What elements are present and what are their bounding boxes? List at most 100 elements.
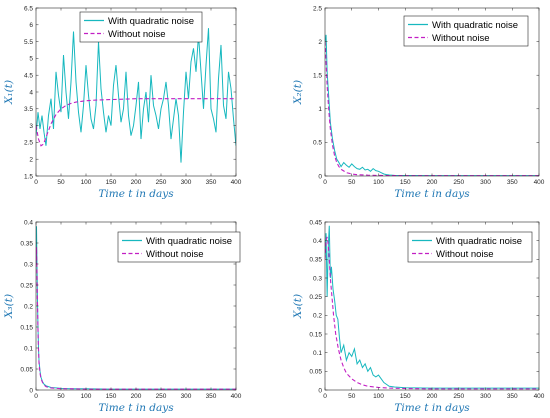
y-tick-label: 0.4	[24, 219, 33, 226]
legend-box	[79, 11, 203, 43]
y-tick-label: 0.15	[309, 331, 322, 338]
x-tick-label: 350	[206, 393, 217, 400]
x-tick-label: 150	[400, 179, 411, 186]
chart-panel-4: 0 50 100 150 200 250 300 350 400 0 0.05 0.1 0.15 0.2 0…	[292, 219, 545, 414]
x-tick-label: 50	[57, 179, 65, 186]
y-tick-label: 0.3	[24, 261, 33, 268]
legend-label: With quadratic noise	[432, 20, 518, 31]
chart-panel-3: 0 50 100 150 200 250 300 350 400 0 0.05 0.1 0.15 0.2 0…	[3, 219, 242, 414]
x-tick-label: 100	[373, 179, 384, 186]
x-tick-label: 200	[131, 179, 142, 186]
x-tick-label: 400	[534, 179, 545, 186]
y-axis-title: X₂(t)	[292, 80, 304, 105]
y-tick-label: 0.25	[309, 294, 322, 301]
legend-label: With quadratic noise	[146, 236, 232, 247]
y-tick-label: 0.1	[313, 350, 322, 357]
x-tick-label: 400	[231, 393, 242, 400]
x-tick-label: 100	[81, 179, 92, 186]
y-tick-label: 0.4	[313, 238, 322, 245]
y-tick-label: 0.35	[20, 240, 33, 247]
series-line-without-noise	[36, 247, 236, 390]
legend-label: With quadratic noise	[108, 16, 194, 27]
x-axis-title: Time t in days	[98, 188, 174, 200]
x-tick-label: 350	[507, 393, 518, 400]
series-line-without-noise	[325, 41, 539, 176]
y-tick-label: 0	[29, 387, 33, 394]
x-tick-label: 300	[181, 179, 192, 186]
legend: With quadratic noise Without noise	[79, 11, 203, 43]
legend: With quadratic noise Without noise	[403, 15, 529, 47]
x-axis-title: Time t in days	[394, 402, 470, 414]
x-tick-label: 0	[323, 179, 327, 186]
y-tick-label: 4	[29, 89, 33, 96]
x-tick-label: 50	[348, 179, 356, 186]
y-tick-label: 2	[318, 39, 322, 46]
x-tick-label: 250	[156, 179, 167, 186]
chart-panel-1: 0 50 100 150 200 250 300 350 400 1.5 2 2.5 3 3.5 4 4.5 5…	[3, 5, 242, 200]
legend: With quadratic noise Without noise	[407, 231, 533, 263]
x-tick-label: 50	[348, 393, 356, 400]
y-tick-label: 0.3	[313, 275, 322, 282]
y-tick-label: 0.2	[24, 303, 33, 310]
x-tick-label: 0	[323, 393, 327, 400]
y-tick-label: 0.2	[313, 313, 322, 320]
y-tick-label: 6	[29, 22, 33, 29]
y-tick-label: 2	[29, 157, 33, 164]
y-tick-label: 3.5	[24, 106, 33, 113]
y-tick-label: 1.5	[313, 73, 322, 80]
y-tick-label: 0.25	[20, 282, 33, 289]
y-tick-label: 5.5	[24, 39, 33, 46]
x-axis-title: Time t in days	[394, 188, 470, 200]
legend-label: Without noise	[146, 249, 204, 260]
y-tick-label: 0	[318, 173, 322, 180]
legend-label: Without noise	[436, 249, 494, 260]
x-axis-title: Time t in days	[98, 402, 174, 414]
x-tick-label: 400	[231, 179, 242, 186]
x-tick-label: 250	[453, 393, 464, 400]
x-tick-label: 150	[106, 393, 117, 400]
series-line-without-noise	[325, 236, 539, 390]
legend-label: With quadratic noise	[436, 236, 522, 247]
series-line-without-noise	[36, 98, 236, 147]
legend-label: Without noise	[432, 33, 490, 44]
chart-panel-2: 0 50 100 150 200 250 300 350 400 0 0.5 1 1.5 2 2.5 Time…	[292, 5, 545, 200]
x-tick-label: 200	[131, 393, 142, 400]
y-tick-label: 0.5	[313, 140, 322, 147]
legend: With quadratic noise Without noise	[117, 231, 241, 263]
y-tick-label: 1	[318, 106, 322, 113]
y-tick-label: 0.15	[20, 324, 33, 331]
series-line-with-noise	[36, 28, 236, 163]
y-tick-label: 5	[29, 56, 33, 63]
legend-box	[117, 231, 241, 263]
x-tick-label: 100	[81, 393, 92, 400]
x-tick-label: 250	[156, 393, 167, 400]
series-line-with-noise	[325, 34, 539, 176]
y-tick-label: 1.5	[24, 173, 33, 180]
y-tick-label: 0.45	[309, 219, 322, 226]
x-tick-label: 350	[206, 179, 217, 186]
x-tick-label: 300	[480, 393, 491, 400]
y-tick-label: 0.1	[24, 345, 33, 352]
y-tick-label: 2.5	[313, 5, 322, 12]
y-axis-title: X₁(t)	[3, 80, 15, 105]
x-tick-label: 200	[427, 393, 438, 400]
x-tick-label: 300	[480, 179, 491, 186]
y-tick-label: 2.5	[24, 140, 33, 147]
y-tick-label: 0.35	[309, 257, 322, 264]
y-axis-title: X₄(t)	[292, 294, 304, 319]
series-line-with-noise	[325, 225, 539, 389]
legend-label: Without noise	[108, 29, 166, 40]
x-tick-label: 350	[507, 179, 518, 186]
y-tick-label: 0.05	[20, 366, 33, 373]
x-tick-label: 400	[534, 393, 545, 400]
x-tick-label: 250	[453, 179, 464, 186]
y-tick-label: 0	[318, 387, 322, 394]
y-tick-label: 0.05	[309, 369, 322, 376]
y-tick-label: 3	[29, 123, 33, 130]
x-tick-label: 100	[373, 393, 384, 400]
y-axis-title: X₃(t)	[3, 294, 15, 319]
x-tick-label: 150	[106, 179, 117, 186]
x-tick-label: 300	[181, 393, 192, 400]
x-tick-label: 0	[34, 393, 38, 400]
